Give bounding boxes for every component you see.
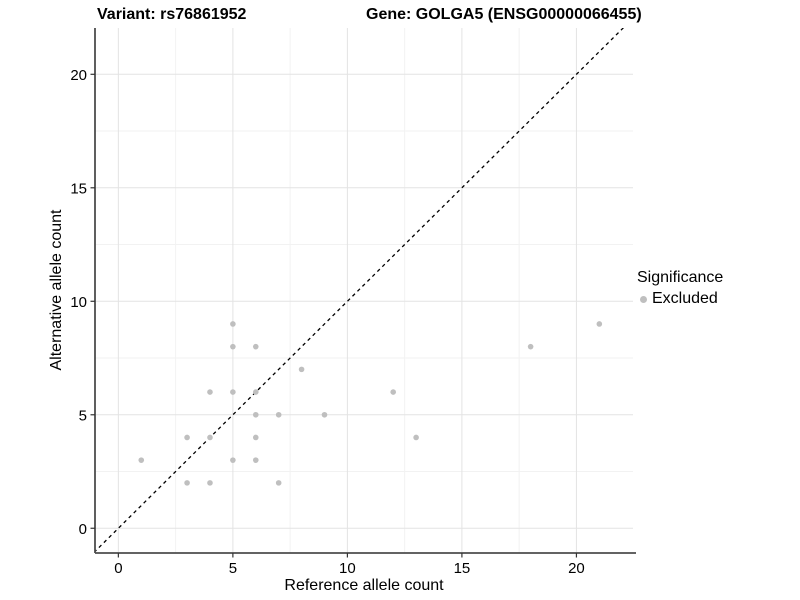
data-point	[207, 480, 213, 486]
data-point	[184, 480, 190, 486]
y-tick-label: 20	[70, 67, 87, 84]
excluded-point-icon	[640, 295, 647, 303]
data-point	[596, 321, 603, 327]
data-point	[230, 321, 236, 327]
legend-item-label: Excluded	[652, 290, 718, 307]
data-point	[207, 434, 213, 441]
data-point	[390, 389, 397, 395]
identity-line	[95, 28, 625, 553]
data-point	[252, 343, 259, 350]
y-tick-label: 0	[79, 521, 87, 538]
plot-title-variant: Variant: rs76861952	[97, 6, 247, 23]
y-tick-labels: 0 5 10 15 20	[70, 67, 87, 538]
data-point	[230, 457, 236, 463]
data-point	[321, 411, 328, 418]
data-point	[184, 434, 190, 441]
data-point	[413, 434, 419, 441]
data-point	[230, 343, 236, 350]
data-point	[275, 480, 282, 486]
legend-title: Significance	[637, 269, 724, 286]
data-point	[252, 411, 259, 418]
x-tick-label: 20	[568, 560, 585, 577]
x-tick-label: 0	[114, 560, 122, 577]
x-tick-label: 10	[339, 560, 356, 577]
data-point	[252, 457, 259, 463]
x-tick-label: 15	[454, 560, 471, 577]
x-tick-labels: 0 5 10 15 20	[114, 560, 585, 577]
data-point	[138, 457, 145, 463]
y-tick-label: 10	[70, 294, 87, 311]
legend: Significance Excluded	[637, 269, 723, 308]
data-point	[527, 343, 534, 350]
data-point	[252, 434, 259, 441]
y-tick-label: 5	[79, 407, 87, 424]
y-axis-title: Alternative allele count	[48, 209, 65, 371]
tick-marks	[90, 73, 578, 558]
data-points	[138, 321, 603, 486]
data-point	[298, 366, 305, 373]
legend-item-excluded: Excluded	[637, 290, 723, 308]
axis-lines	[94, 28, 636, 554]
x-tick-label: 5	[229, 560, 237, 577]
data-point	[207, 389, 213, 395]
x-axis-title: Reference allele count	[284, 577, 444, 594]
data-point	[252, 389, 259, 395]
y-tick-label: 15	[70, 180, 87, 197]
data-point	[275, 411, 282, 418]
data-point	[230, 389, 236, 395]
minor-gridlines	[95, 28, 633, 553]
identity-line-group	[95, 28, 625, 553]
major-gridlines	[95, 28, 633, 553]
plot-title-gene: Gene: GOLGA5 (ENSG00000066455)	[366, 6, 642, 23]
